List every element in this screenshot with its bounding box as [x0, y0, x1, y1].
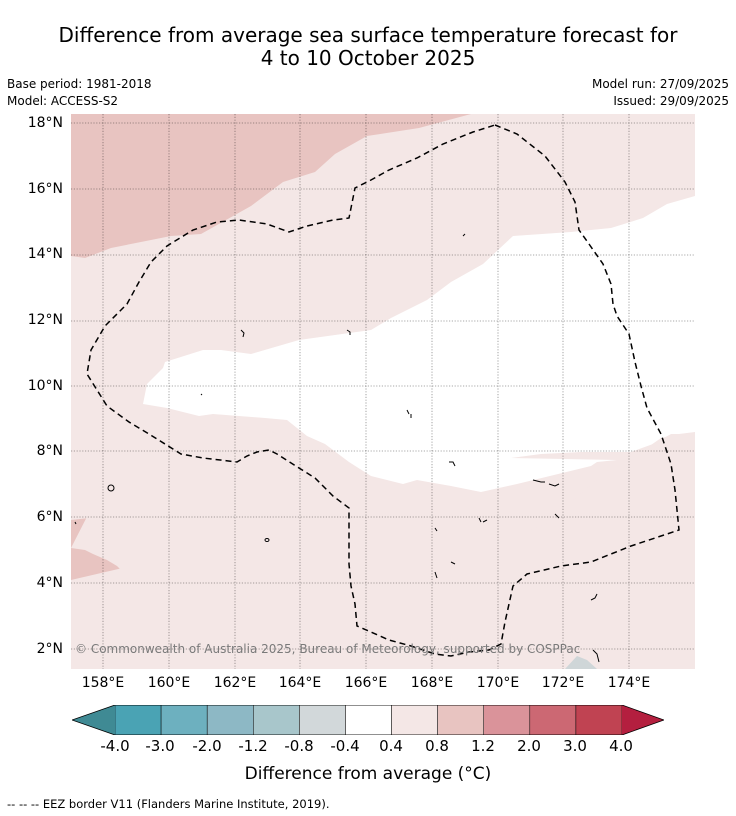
colorbar-label: 4.0: [609, 737, 633, 755]
lat-label-14n: 14°N: [27, 246, 63, 262]
lat-label-16n: 16°N: [27, 181, 63, 197]
colorbar-label: -4.0: [100, 737, 130, 755]
title-line-2: 4 to 10 October 2025: [260, 46, 476, 70]
colorbar-label: -2.0: [192, 737, 222, 755]
colorbar-label: 0.4: [379, 737, 403, 755]
colorbar: [72, 705, 664, 735]
colorbar-label: -3.0: [145, 737, 175, 755]
eez-border: [86, 124, 680, 657]
lon-label-174e: 174°E: [607, 675, 651, 691]
colorbar-label: -0.8: [284, 737, 314, 755]
eez-footnote: -- -- -- EEZ border V11 (Flanders Marine…: [7, 797, 330, 811]
lon-label-166e: 166°E: [344, 675, 388, 691]
colorbar-segment: [160, 705, 208, 735]
colorbar-label: -1.2: [238, 737, 268, 755]
title-line-1: Difference from average sea surface temp…: [58, 23, 678, 47]
colorbar-label: 1.2: [471, 737, 495, 755]
colorbar-segments: [114, 705, 623, 735]
model-name: Model: ACCESS-S2: [7, 94, 119, 108]
lat-label-2n: 2°N: [36, 641, 63, 657]
land-mass: [565, 656, 597, 669]
colorbar-segment: [114, 705, 162, 735]
colorbar-segment: [206, 705, 254, 735]
sst-anomaly-map: [71, 114, 695, 669]
colorbar-label: 2.0: [517, 737, 541, 755]
colorbar-label: -0.4: [330, 737, 360, 755]
lon-label-172e: 172°E: [541, 675, 585, 691]
model-run: Model run: 27/09/2025: [591, 77, 729, 91]
lat-label-6n: 6°N: [36, 509, 63, 525]
lon-label-158e: 158°E: [81, 675, 125, 691]
lat-label-12n: 12°N: [27, 312, 63, 328]
colorbar-label: 0.8: [425, 737, 449, 755]
colorbar-over-arrow: [622, 705, 664, 735]
lon-label-162e: 162°E: [213, 675, 257, 691]
lon-label-160e: 160°E: [147, 675, 191, 691]
anomaly-band-0-4-to-0-8-east: [455, 434, 695, 582]
colorbar-segment: [253, 705, 300, 735]
colorbar-title: Difference from average (°C): [244, 764, 492, 784]
colorbar-segment: [483, 705, 531, 735]
lat-label-18n: 18°N: [27, 115, 63, 131]
colorbar-segment: [575, 705, 623, 735]
colorbar-under-arrow: [72, 705, 115, 735]
colorbar-label: 3.0: [563, 737, 587, 755]
islands: [74, 233, 600, 663]
colorbar-segment: [391, 705, 438, 735]
colorbar-segment: [437, 705, 484, 735]
longitude-gridlines: [102, 114, 630, 669]
lon-label-164e: 164°E: [278, 675, 322, 691]
latitude-gridlines: [71, 122, 695, 650]
colorbar-segment: [529, 705, 577, 735]
issued-date: Issued: 29/09/2025: [613, 94, 729, 108]
anomaly-band-neutral: [143, 196, 695, 492]
lat-label-8n: 8°N: [36, 443, 63, 459]
copyright-notice: © Commonwealth of Australia 2025, Bureau…: [75, 642, 581, 656]
lat-label-4n: 4°N: [36, 575, 63, 591]
base-period: Base period: 1981-2018: [7, 77, 152, 91]
colorbar-segment: [299, 705, 346, 735]
colorbar-segment: [345, 705, 392, 735]
lon-label-170e: 170°E: [476, 675, 520, 691]
anomaly-band-0-8-to-1-2-north: [71, 114, 471, 258]
lat-label-10n: 10°N: [27, 378, 63, 394]
lon-label-168e: 168°E: [410, 675, 454, 691]
